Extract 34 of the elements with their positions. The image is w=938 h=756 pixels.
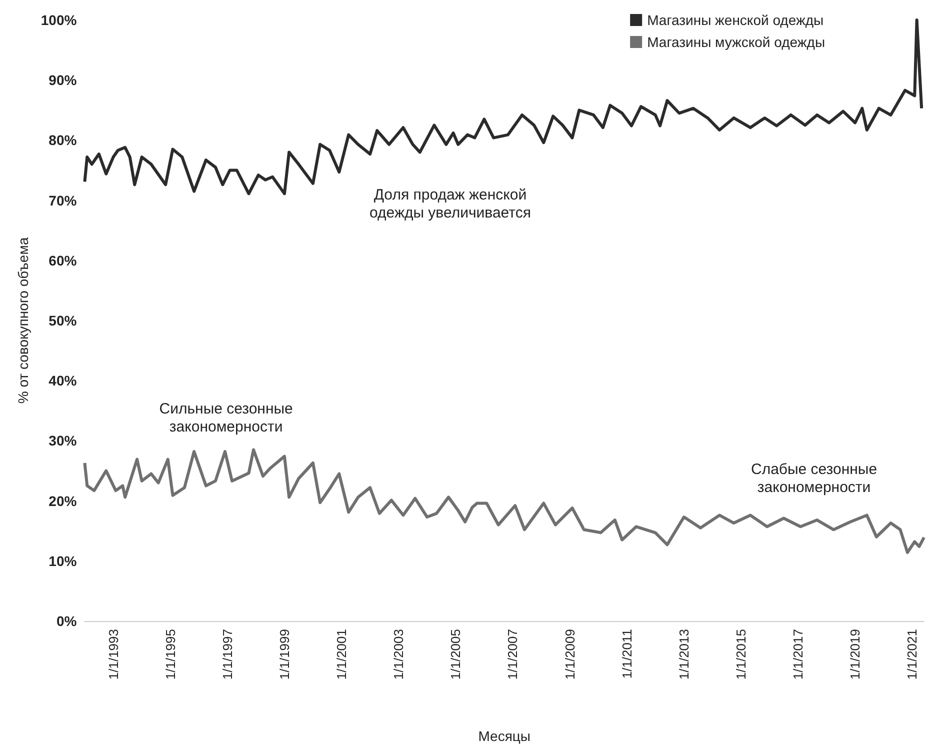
x-tick-label: 1/1/1999 xyxy=(276,629,292,680)
y-axis-title: % от совокупного объема xyxy=(15,237,31,404)
x-tick-label: 1/1/2001 xyxy=(334,629,350,680)
x-tick-label: 1/1/2017 xyxy=(790,629,806,680)
annotation: Доля продаж женской одежды увеличивается xyxy=(370,186,531,222)
y-tick-label: 0% xyxy=(56,613,78,629)
y-tick-label: 20% xyxy=(48,492,78,509)
y-tick-label: 70% xyxy=(48,192,78,208)
x-tick-label: 1/1/2011 xyxy=(619,629,634,679)
x-tick-label: 1/1/2015 xyxy=(733,629,748,680)
y-tick-label: 100% xyxy=(40,12,78,28)
legend-label: Магазины женской одежды xyxy=(647,12,824,28)
x-tick-label: 1/1/2009 xyxy=(562,629,578,680)
y-tick-label: 90% xyxy=(48,72,78,88)
annotation: Сильные сезонные закономерности xyxy=(159,400,293,436)
x-tick-label: 1/1/1993 xyxy=(106,629,121,680)
line-series xyxy=(83,448,926,554)
x-axis-title: Месяцы xyxy=(478,728,530,744)
annotation: Слабые сезонные закономерности xyxy=(750,460,878,496)
x-tick-label: 1/1/2003 xyxy=(391,629,406,680)
x-tick-label: 1/1/2007 xyxy=(505,629,520,680)
x-tick-label: 1/1/1997 xyxy=(220,629,235,680)
y-tick-label: 50% xyxy=(48,312,78,328)
x-tick-label: 1/1/2021 xyxy=(904,629,920,680)
x-tick-label: 1/1/2005 xyxy=(448,629,464,680)
y-tick-label: 10% xyxy=(48,552,78,569)
y-tick-label: 40% xyxy=(48,372,78,389)
y-tick-label: 80% xyxy=(48,132,78,148)
x-tick-label: 1/1/1995 xyxy=(162,629,178,680)
y-tick-label: 60% xyxy=(48,252,78,268)
x-tick-label: 1/1/2013 xyxy=(676,629,692,680)
legend-label: Магазины мужской одежды xyxy=(647,34,826,50)
y-tick-label: 30% xyxy=(48,432,78,449)
x-tick-label: 1/1/2019 xyxy=(848,629,863,680)
